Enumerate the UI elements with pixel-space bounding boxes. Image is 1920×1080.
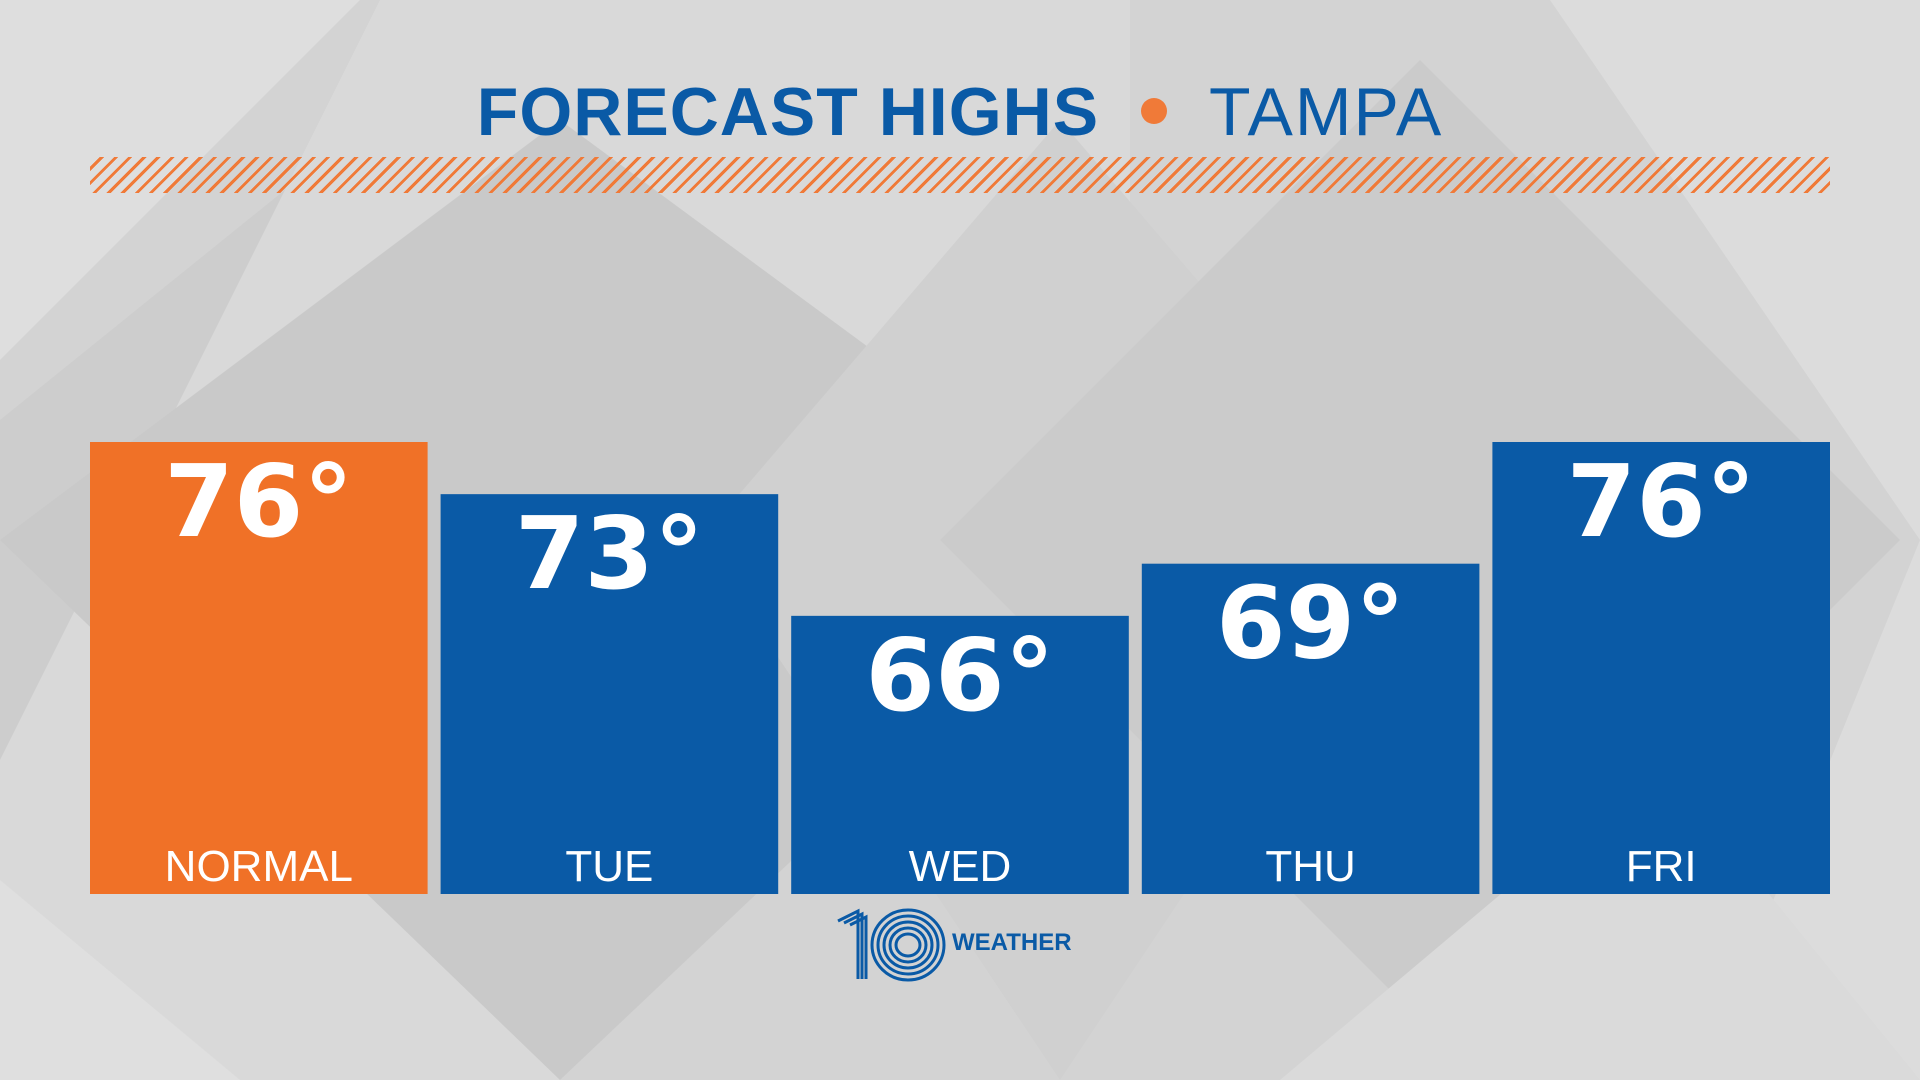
bar-label-tue: TUE — [565, 842, 653, 891]
bar-label-thu: THU — [1265, 842, 1355, 891]
title-separator-dot-icon — [1141, 98, 1168, 125]
bar-wed — [791, 615, 1129, 894]
logo-wordmark: WEATHER — [952, 929, 1072, 956]
bar-thu — [1141, 563, 1480, 894]
bar-value-wed: 66° — [865, 617, 1054, 734]
decorative-hatch-divider — [90, 157, 1830, 193]
bar-value-thu: 69° — [1216, 565, 1405, 682]
title-text: FORECAST HIGHS — [476, 74, 1100, 150]
bar-value-normal: 76° — [164, 443, 353, 560]
ten-logo-icon — [837, 908, 946, 982]
bar-label-fri: FRI — [1626, 842, 1697, 891]
bar-tue — [440, 494, 779, 894]
bar-normal — [90, 442, 428, 894]
chart-title: FORECAST HIGHS TAMPA — [0, 72, 1920, 152]
bar-label-normal: NORMAL — [165, 842, 353, 891]
bar-fri — [1492, 442, 1830, 894]
bar-label-wed: WED — [909, 842, 1012, 891]
bar-value-tue: 73° — [515, 495, 704, 612]
station-logo: WEATHER — [834, 905, 1084, 985]
bar-value-fri: 76° — [1567, 443, 1756, 560]
title-city: TAMPA — [1209, 74, 1444, 150]
